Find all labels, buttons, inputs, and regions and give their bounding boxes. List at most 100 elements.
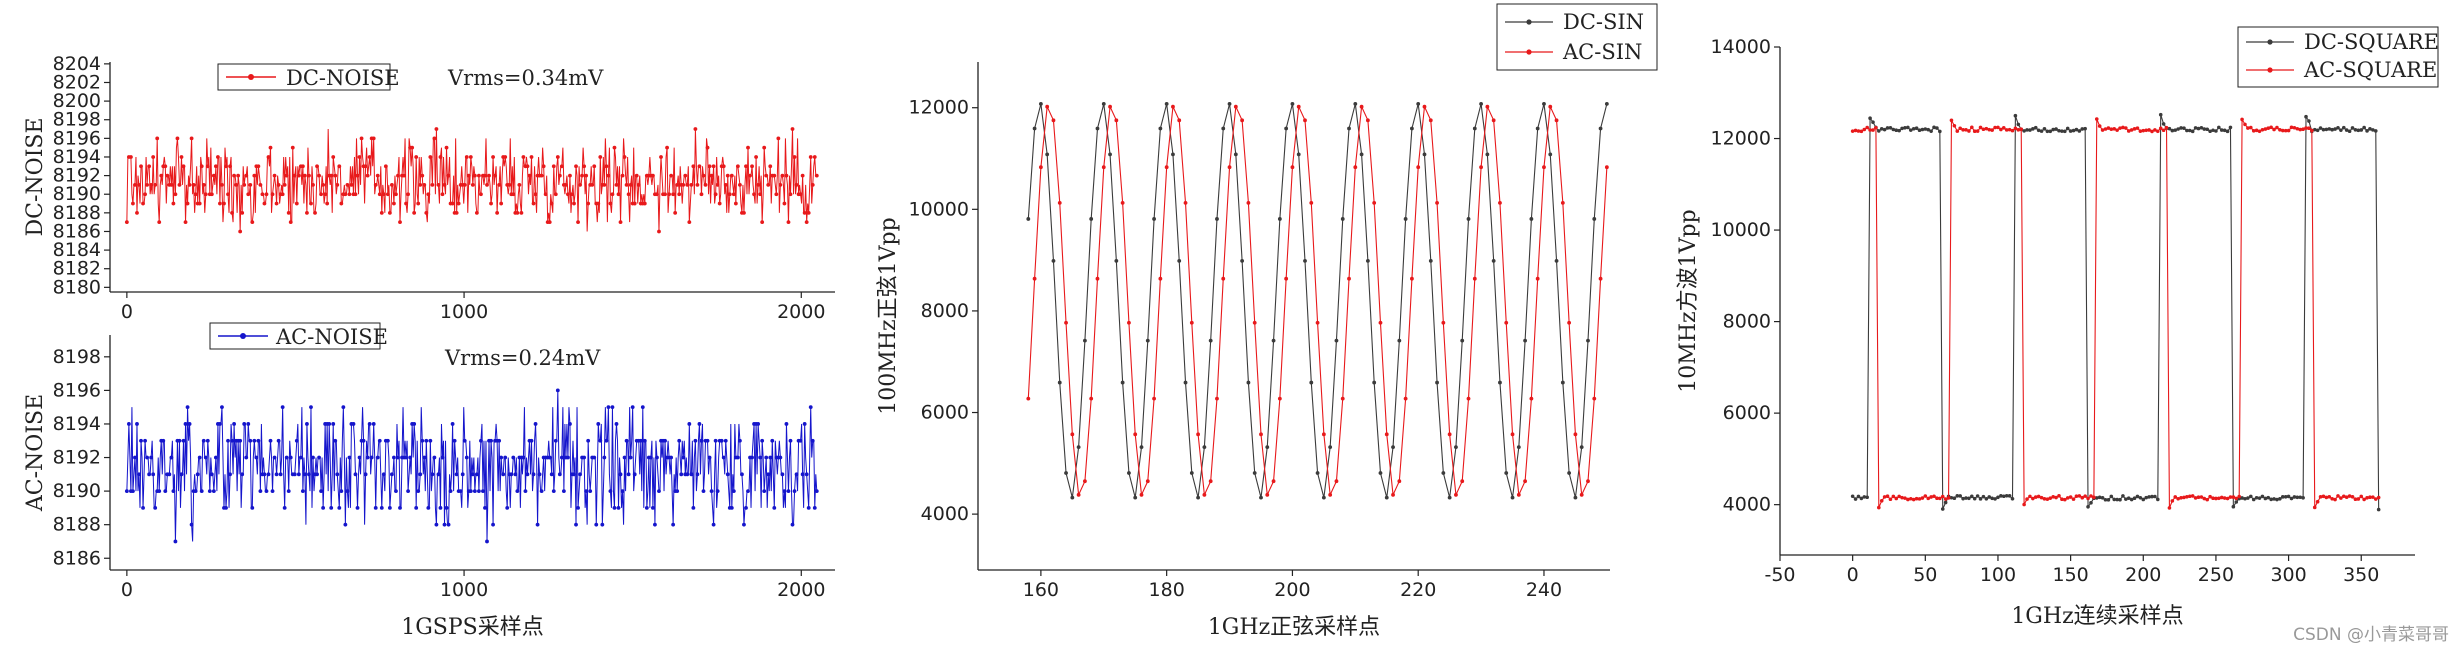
ac-noise-point <box>452 438 457 443</box>
dc-noise-point <box>438 155 443 159</box>
square-series-point-1 <box>1859 496 1864 501</box>
ac-noise-point <box>274 472 279 477</box>
sin-series-point-2 <box>1560 200 1565 205</box>
square-series-point-1 <box>1958 494 1962 498</box>
square-series-point-2 <box>2359 494 2364 499</box>
square-series-point-2 <box>2237 494 2241 499</box>
dc-noise-point <box>173 192 178 197</box>
square-series-point-2 <box>2036 494 2041 499</box>
ac-noise-point <box>699 438 704 443</box>
ac-noise-point <box>390 472 394 477</box>
square-series-point-1 <box>2042 126 2047 131</box>
sin-series-point-2 <box>1548 104 1553 109</box>
dc-noise-point <box>642 201 647 206</box>
y-tick-label: 8194 <box>53 413 101 435</box>
ac-noise-point <box>264 489 269 494</box>
dc-noise-point <box>657 229 661 234</box>
sin-series-point-2 <box>1114 118 1119 123</box>
y-tick-label: 10000 <box>909 198 969 220</box>
square-series-point-2 <box>2129 128 2134 132</box>
dc-noise-point <box>746 145 750 150</box>
square-series-point-2 <box>2094 117 2099 121</box>
square-series-point-2 <box>2150 129 2154 134</box>
square-series-point-2 <box>2147 128 2151 132</box>
sin-series-point-1 <box>1108 152 1112 157</box>
square-series-point-1 <box>2150 494 2154 499</box>
y-tick-label: 6000 <box>921 402 969 424</box>
sin-series-point-2 <box>1164 165 1169 170</box>
square-series-point-2 <box>2286 128 2291 133</box>
ac-noise-point <box>677 438 682 443</box>
sin-series-point-2 <box>1479 165 1483 170</box>
square-series-point-2 <box>2100 128 2105 132</box>
sin-series-point-2 <box>1057 200 1062 205</box>
sin-series-point-1 <box>1315 471 1320 475</box>
ac-noise-point <box>624 438 629 443</box>
sin-series-point-1 <box>1221 126 1226 131</box>
dc-noise-point <box>616 192 621 197</box>
dc-noise-point <box>598 155 603 159</box>
square-series-point-1 <box>1920 127 1925 132</box>
ac-noise-point <box>331 422 336 426</box>
dc-noise-point <box>810 183 815 187</box>
square-series-point-1 <box>2001 494 2006 499</box>
dc-noise-point <box>244 173 249 178</box>
sin-series-point-1 <box>1428 258 1433 263</box>
ac-noise-point <box>618 472 623 477</box>
sin-series-point-1 <box>1378 471 1383 475</box>
legend-marker <box>1526 19 1532 25</box>
dc-noise-point <box>715 183 720 187</box>
square-series-point-2 <box>2144 128 2148 133</box>
dc-noise-point <box>151 155 156 159</box>
dc-noise-point <box>187 183 192 187</box>
square-series-point-1 <box>2126 496 2131 500</box>
dc-noise-point <box>139 164 143 169</box>
y-tick-label: 4000 <box>1723 494 1771 516</box>
sin-series-point-1 <box>1548 152 1553 157</box>
dc-noise-point <box>474 210 479 215</box>
square-series-point-2 <box>2031 496 2035 501</box>
square-series-point-2 <box>2063 497 2067 502</box>
y-tick-label: 4000 <box>921 503 969 525</box>
sin-series-point-2 <box>1410 276 1414 281</box>
dc-noise-point <box>754 155 758 159</box>
ac-noise-point <box>574 522 578 527</box>
dc-noise-point <box>189 136 194 141</box>
square-series-point-2 <box>1993 125 1997 130</box>
square-series-point-2 <box>1853 128 1858 133</box>
square-series-point-1 <box>2132 496 2137 501</box>
x-tick-label: 1000 <box>440 579 488 601</box>
x-tick-label: 180 <box>1149 579 1185 601</box>
square-series-point-2 <box>1903 496 1907 500</box>
square-series-point-1 <box>2286 494 2291 499</box>
square-series-point-1 <box>2173 128 2178 132</box>
sin-series-point-2 <box>1340 396 1345 401</box>
dc-noise-point <box>305 210 309 215</box>
square-series-point-2 <box>2033 495 2038 499</box>
sin-series-point-1 <box>1391 445 1395 449</box>
ac-noise-point <box>713 438 718 443</box>
legend-marker <box>240 333 246 339</box>
sin-series-point-1 <box>1284 126 1289 131</box>
ac-noise-point <box>434 522 439 527</box>
square-series-point-1 <box>2350 126 2355 130</box>
sin-series-point-2 <box>1586 479 1590 484</box>
ac-noise-point <box>298 455 303 460</box>
dc-noise-point <box>782 201 787 206</box>
square-series-point-1 <box>2266 495 2271 500</box>
dc-noise-point <box>276 183 281 187</box>
square-series-point-2 <box>2295 126 2300 131</box>
y-tick-label: 8202 <box>53 71 101 93</box>
ac-noise-point <box>139 438 143 443</box>
square-series-point-1 <box>2193 126 2198 130</box>
square-series-point-2 <box>1975 129 1980 133</box>
sin-series-point-2 <box>1233 104 1238 109</box>
square-series-point-2 <box>2269 125 2273 130</box>
square-series-point-2 <box>2315 499 2320 504</box>
square-series-point-1 <box>2010 496 2015 501</box>
sin-series-point-1 <box>1340 217 1345 221</box>
y-tick-label: 8186 <box>53 547 101 569</box>
sin-series-point-2 <box>1076 492 1081 497</box>
dc-noise-point <box>147 164 152 169</box>
ac-noise-point <box>485 539 489 544</box>
